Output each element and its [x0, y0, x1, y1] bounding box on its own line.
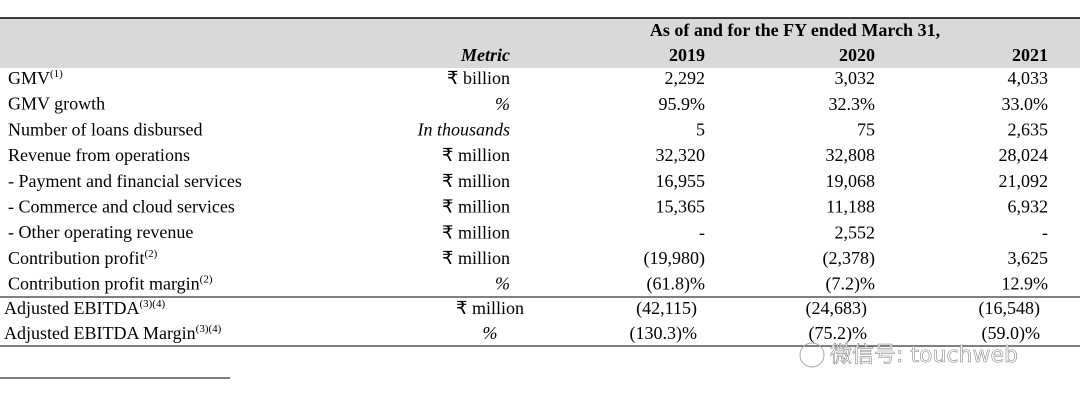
cell-value: (19,980) [644, 248, 706, 269]
row-label: Adjusted EBITDA(3)(4) [4, 298, 165, 319]
cell-value: 19,068 [826, 171, 876, 191]
row-unit: ₹ million [442, 197, 510, 217]
period-header: As of and for the FY ended March 31, [650, 20, 940, 40]
row-label-sup: (2) [145, 247, 158, 259]
cell-value: 2,292 [665, 68, 706, 88]
row-label-text: - Other operating revenue [8, 222, 193, 242]
cell-value: (130.3)% [630, 323, 697, 344]
cell-value: (42,115) [636, 298, 697, 319]
row-unit: % [483, 323, 498, 343]
cell-value: (16,548) [979, 298, 1041, 319]
row-label-text: Adjusted EBITDA [4, 298, 139, 318]
watermark-icon [799, 342, 825, 368]
cell-value: 32,808 [826, 145, 876, 165]
header-band [0, 18, 1080, 68]
row-label: Number of loans disbursed [8, 120, 202, 140]
row-unit: In thousands [416, 120, 510, 140]
cell-value: (7.2)% [826, 274, 875, 295]
cell-value: 2,552 [835, 222, 876, 242]
row-unit: ₹ million [456, 298, 524, 318]
row-label-text: - Payment and financial services [8, 171, 242, 191]
row-label: Revenue from operations [8, 145, 190, 165]
cell-value: 32.3% [829, 94, 876, 114]
cell-value: 33.0% [1002, 94, 1049, 114]
cell-value: 5 [696, 120, 705, 140]
row-label: Contribution profit(2) [8, 247, 158, 268]
row-unit: ₹ million [442, 248, 510, 268]
metric-header: Metric [460, 45, 510, 65]
row-label: - Payment and financial services [8, 171, 242, 191]
cell-value: 75 [857, 120, 875, 140]
row-label: GMV(1) [8, 68, 63, 89]
row-label: - Other operating revenue [8, 222, 193, 242]
cell-value: - [1042, 222, 1048, 242]
row-label-sup: (1) [50, 68, 63, 80]
row-unit: % [495, 94, 510, 114]
cell-value: - [699, 222, 705, 242]
row-unit: % [495, 274, 510, 294]
cell-value: 12.9% [1002, 274, 1049, 294]
row-label-text: Number of loans disbursed [8, 120, 202, 140]
row-unit: ₹ million [442, 145, 510, 165]
row-label-text: GMV growth [8, 94, 105, 114]
row-label-text: Adjusted EBITDA Margin [4, 323, 196, 343]
cell-value: 32,320 [656, 145, 706, 165]
row-label: Adjusted EBITDA Margin(3)(4) [4, 323, 222, 344]
row-label-text: Contribution profit [8, 248, 145, 268]
year-header: 2020 [839, 45, 875, 65]
cell-value: 3,625 [1008, 248, 1049, 268]
row-unit: ₹ million [442, 222, 510, 242]
cell-value: (24,683) [806, 298, 868, 319]
row-label-text: - Commerce and cloud services [8, 197, 235, 217]
cell-value: 28,024 [999, 145, 1049, 165]
row-label-sup: (3)(4) [139, 298, 165, 310]
cell-value: 3,032 [835, 68, 876, 88]
cell-value: 15,365 [656, 197, 706, 217]
row-label: - Commerce and cloud services [8, 197, 235, 217]
cell-value: 11,188 [826, 197, 875, 217]
cell-value: 95.9% [659, 94, 706, 114]
cell-value: 21,092 [999, 171, 1049, 191]
row-label-sup: (2) [200, 273, 213, 285]
cell-value: (75.2)% [809, 323, 867, 344]
year-header: 2021 [1012, 45, 1048, 65]
cell-value: (61.8)% [647, 274, 705, 295]
row-label-sup: (3)(4) [196, 323, 222, 335]
row-unit: ₹ billion [447, 68, 510, 88]
row-label: GMV growth [8, 94, 105, 114]
cell-value: (2,378) [823, 248, 876, 269]
watermark: 微信号: touchweb [830, 343, 1018, 368]
cell-value: (59.0)% [982, 323, 1040, 344]
cell-value: 2,635 [1008, 120, 1049, 140]
row-label-text: GMV [8, 68, 50, 88]
row-label-text: Revenue from operations [8, 145, 190, 165]
year-header: 2019 [669, 45, 705, 65]
row-unit: ₹ million [442, 171, 510, 191]
row-label-text: Contribution profit margin [8, 274, 200, 294]
cell-value: 16,955 [656, 171, 706, 191]
cell-value: 4,033 [1008, 68, 1049, 88]
row-label: Contribution profit margin(2) [8, 273, 213, 294]
cell-value: 6,932 [1008, 197, 1049, 217]
